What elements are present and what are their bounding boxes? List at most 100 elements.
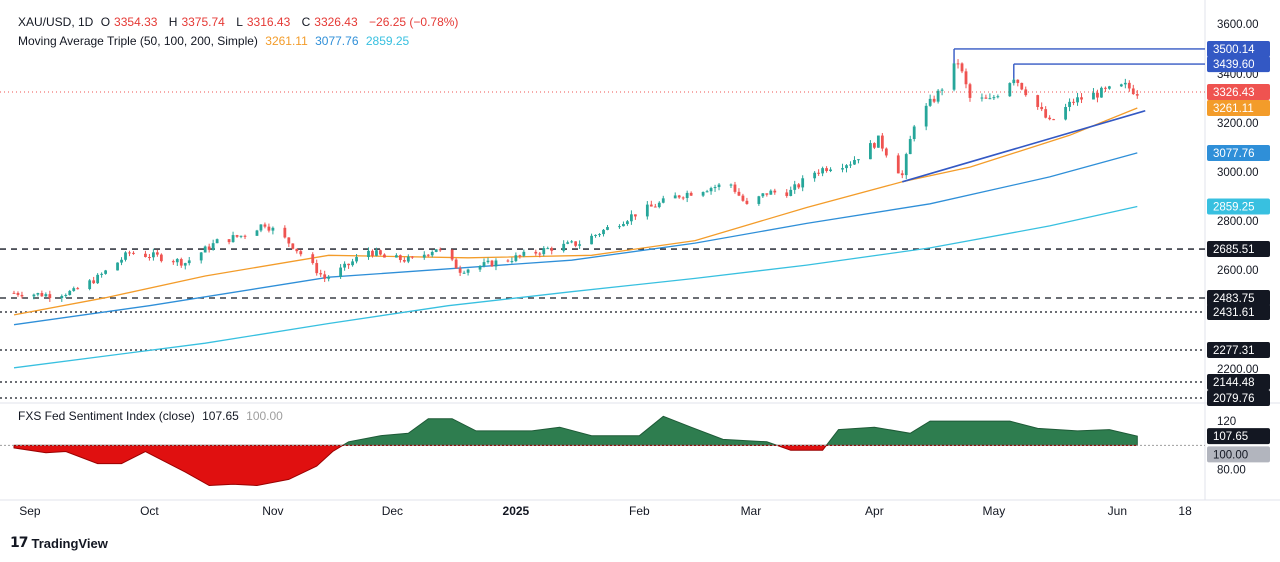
level-tag-bg — [1207, 40, 1270, 57]
brand-name: TradingView — [31, 535, 108, 551]
candle-down — [817, 172, 821, 174]
time-tick-label: Sep — [19, 504, 41, 518]
sentiment-pane — [0, 415, 1205, 487]
candle-down — [681, 197, 685, 199]
price-tick-label: 3000.00 — [1217, 167, 1259, 179]
candle-up — [829, 169, 832, 172]
sentiment-value-tag: 107.65 — [1213, 431, 1248, 443]
sentiment-baseline-tag-bg — [1207, 446, 1270, 463]
ma-200-tag-bg — [1207, 198, 1270, 215]
candle-up — [729, 184, 733, 186]
ma-100-tag: 3077.76 — [1213, 148, 1255, 160]
candle-up — [717, 184, 721, 188]
candle-down — [1044, 109, 1048, 118]
candle-up — [562, 243, 566, 251]
candle-up — [853, 159, 856, 165]
candle-up — [1108, 86, 1111, 89]
support-trendline — [902, 109, 1146, 183]
candle-up — [1064, 106, 1067, 120]
candle-up — [44, 294, 48, 297]
candle-down — [287, 237, 291, 244]
candle-up — [709, 188, 713, 192]
sentiment-value: 107.65 — [202, 409, 239, 423]
candle-down — [733, 184, 737, 192]
candle-down — [128, 252, 131, 254]
sentiment-tick-label: 80.00 — [1217, 465, 1246, 477]
grid — [0, 0, 1280, 501]
candle-up — [845, 165, 848, 169]
candle-down — [1052, 119, 1056, 121]
candle-up — [104, 270, 107, 274]
candle-down — [1135, 94, 1139, 96]
candle-up — [482, 262, 486, 266]
candle-down — [132, 252, 135, 254]
candle-up — [928, 98, 932, 106]
candle-up — [661, 198, 665, 203]
candle-down — [737, 191, 741, 196]
ma200-value: 2859.25 — [365, 34, 410, 48]
candle-up — [602, 229, 605, 235]
candle-up — [522, 251, 526, 256]
candle-down — [283, 227, 287, 238]
candle-up — [904, 154, 908, 176]
candle-up — [912, 126, 916, 140]
candle-down — [1048, 117, 1052, 120]
candle-down — [383, 254, 386, 258]
high-value: H 3375.74 — [168, 15, 225, 29]
candle-down — [1036, 95, 1040, 107]
candle-down — [932, 98, 936, 102]
candle-up — [626, 221, 629, 225]
symbol-label: XAU/USD, 1D — [18, 15, 94, 29]
candle-down — [1020, 82, 1024, 90]
candle-down — [633, 214, 637, 217]
level-tag-bg — [1207, 374, 1270, 390]
ma-50-line — [13, 107, 1138, 316]
candle-up — [645, 204, 649, 217]
candle-up — [857, 159, 860, 161]
price-levels — [0, 48, 1205, 399]
tradingview-brand[interactable]: 17 TradingView — [10, 535, 108, 551]
candle-up — [940, 89, 944, 91]
candle-up — [187, 260, 191, 264]
candle-up — [215, 239, 219, 244]
last-price-tag-bg — [1207, 84, 1270, 101]
candle-down — [16, 292, 20, 295]
candle-up — [1076, 97, 1079, 103]
sentiment-negative-area — [13, 444, 1138, 487]
candle-down — [243, 235, 247, 237]
ma-legend: Moving Average Triple (50, 100, 200, Sim… — [18, 34, 413, 48]
candle-up — [793, 184, 797, 190]
candle-down — [159, 254, 163, 262]
candle-up — [821, 168, 824, 174]
candle-down — [1016, 79, 1020, 83]
candle-down — [1104, 87, 1107, 89]
candle-down — [450, 249, 454, 260]
level-tag: 2483.75 — [1213, 293, 1255, 305]
candle-down — [1072, 101, 1075, 103]
candle-up — [618, 226, 621, 228]
sentiment-baseline: 100.00 — [246, 409, 283, 423]
candle-up — [124, 252, 127, 260]
candle-down — [880, 135, 884, 149]
level-tag-bg — [1207, 390, 1270, 406]
ma-200-tag: 2859.25 — [1213, 201, 1255, 213]
low-value: L 3316.43 — [236, 15, 291, 29]
price-tick-label: 2600.00 — [1217, 265, 1259, 277]
time-tick-label: Oct — [140, 504, 159, 518]
candle-down — [884, 148, 888, 156]
candle-down — [896, 155, 900, 174]
candle-down — [797, 184, 801, 188]
candle-up — [239, 235, 243, 237]
time-tick-label: Feb — [629, 504, 650, 518]
level-tag-bg — [1207, 304, 1270, 320]
level-tag-bg — [1207, 56, 1270, 73]
level-tag-bg — [1207, 342, 1270, 358]
candle-down — [773, 190, 777, 193]
candle-up — [1123, 82, 1127, 85]
level-tag: 2079.76 — [1213, 393, 1255, 405]
candle-up — [355, 257, 358, 262]
candle-up — [510, 261, 514, 263]
candle-down — [984, 97, 988, 99]
candle-up — [183, 263, 187, 266]
